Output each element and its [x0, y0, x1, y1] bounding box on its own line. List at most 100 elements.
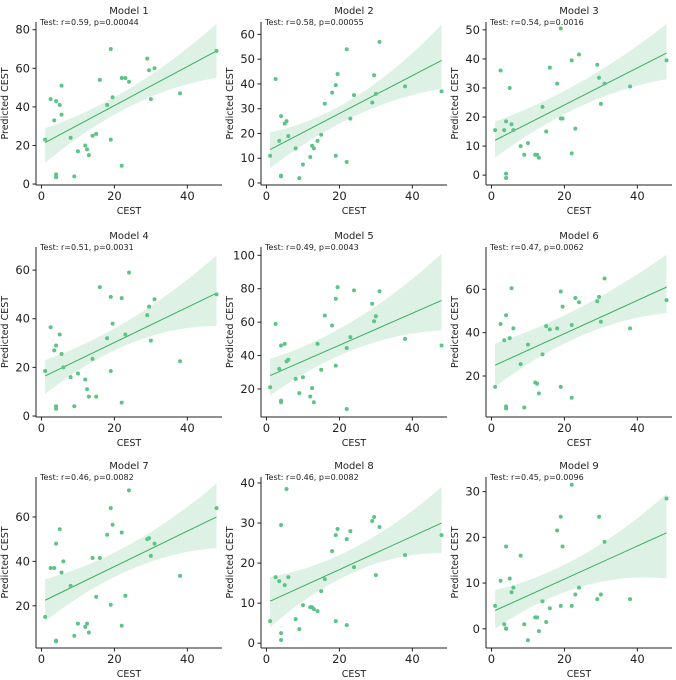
data-point: [509, 590, 514, 595]
data-point: [602, 81, 607, 86]
y-axis-label: Predicted CEST: [0, 67, 11, 139]
data-point: [352, 565, 356, 570]
data-point: [330, 323, 335, 328]
y-tick-label: 30: [465, 485, 480, 499]
data-point: [333, 533, 338, 538]
data-point: [522, 405, 527, 410]
data-point: [105, 336, 110, 341]
data-point: [94, 594, 99, 599]
data-point: [297, 176, 302, 181]
y-tick-label: 40: [15, 554, 30, 568]
data-point: [119, 163, 124, 168]
data-point: [664, 298, 669, 303]
x-axis-label: CEST: [567, 438, 592, 449]
data-point: [577, 300, 581, 305]
data-point: [293, 617, 298, 622]
data-point: [597, 75, 602, 80]
x-tick-label: 0: [263, 189, 270, 203]
data-point: [148, 338, 153, 343]
x-tick-label: 0: [488, 652, 495, 666]
data-point: [522, 152, 527, 157]
data-point: [178, 573, 183, 578]
data-point: [504, 406, 509, 411]
regression-line: [269, 522, 442, 602]
y-tick-label: 40: [465, 52, 480, 66]
data-point: [555, 81, 560, 86]
data-point: [504, 313, 509, 318]
x-tick-label: 20: [557, 652, 572, 666]
x-tick-label: 40: [180, 421, 195, 435]
x-tick-label: 20: [332, 189, 347, 203]
x-tick-label: 20: [107, 189, 122, 203]
data-point: [119, 530, 124, 535]
data-point: [152, 541, 157, 546]
data-point: [628, 84, 633, 89]
data-point: [573, 295, 578, 300]
data-point: [110, 522, 115, 527]
data-point: [322, 577, 327, 582]
data-point: [75, 371, 80, 376]
data-point: [602, 276, 607, 281]
data-point: [377, 289, 382, 294]
data-point: [268, 619, 273, 624]
data-point: [598, 319, 603, 324]
data-point: [105, 532, 110, 537]
data-point: [348, 529, 353, 534]
data-point: [178, 91, 183, 96]
data-point: [273, 575, 278, 580]
data-point: [511, 326, 516, 331]
x-axis-label: CEST: [567, 669, 592, 680]
data-point: [370, 301, 375, 306]
data-point: [279, 631, 284, 636]
x-tick-label: 20: [107, 652, 122, 666]
x-axis-label: CEST: [117, 669, 142, 680]
y-tick-label: 40: [15, 100, 30, 114]
data-point: [279, 637, 284, 642]
data-point: [83, 624, 88, 629]
y-tick-label: 60: [15, 61, 30, 75]
data-point: [569, 58, 574, 63]
data-point: [535, 381, 540, 386]
y-tick-label: 10: [240, 151, 255, 165]
data-point: [145, 56, 150, 61]
data-point: [525, 141, 530, 146]
data-point: [268, 385, 273, 390]
data-point: [148, 97, 153, 102]
x-tick-label: 40: [630, 189, 645, 203]
y-tick-label: 60: [15, 263, 30, 277]
data-point: [277, 138, 282, 143]
data-point: [322, 313, 327, 318]
x-tick-label: 20: [332, 421, 347, 435]
data-point: [108, 506, 113, 511]
data-point: [293, 376, 298, 381]
data-point: [504, 171, 509, 176]
data-point: [90, 356, 95, 361]
data-point: [75, 621, 80, 626]
data-point: [504, 176, 509, 181]
data-point: [145, 313, 150, 318]
subplot-title: Model 5: [334, 231, 374, 242]
data-point: [59, 352, 64, 357]
data-point: [511, 128, 516, 133]
data-point: [54, 541, 59, 546]
data-point: [373, 573, 378, 578]
correlation-annotation: Test: r=0.47, p=0.0062: [489, 243, 584, 252]
data-point: [498, 68, 503, 73]
y-tick-label: 20: [240, 126, 255, 140]
data-point: [547, 327, 552, 332]
data-point: [110, 321, 115, 326]
data-point: [108, 369, 113, 374]
data-point: [504, 119, 509, 124]
data-point: [319, 589, 324, 594]
x-tick-label: 40: [630, 652, 645, 666]
data-point: [509, 122, 514, 127]
data-point: [279, 523, 284, 528]
data-point: [598, 592, 603, 597]
y-tick-label: 50: [465, 23, 480, 37]
data-point: [83, 377, 88, 382]
data-point: [279, 114, 284, 119]
data-point: [72, 633, 77, 638]
data-point: [43, 369, 48, 374]
